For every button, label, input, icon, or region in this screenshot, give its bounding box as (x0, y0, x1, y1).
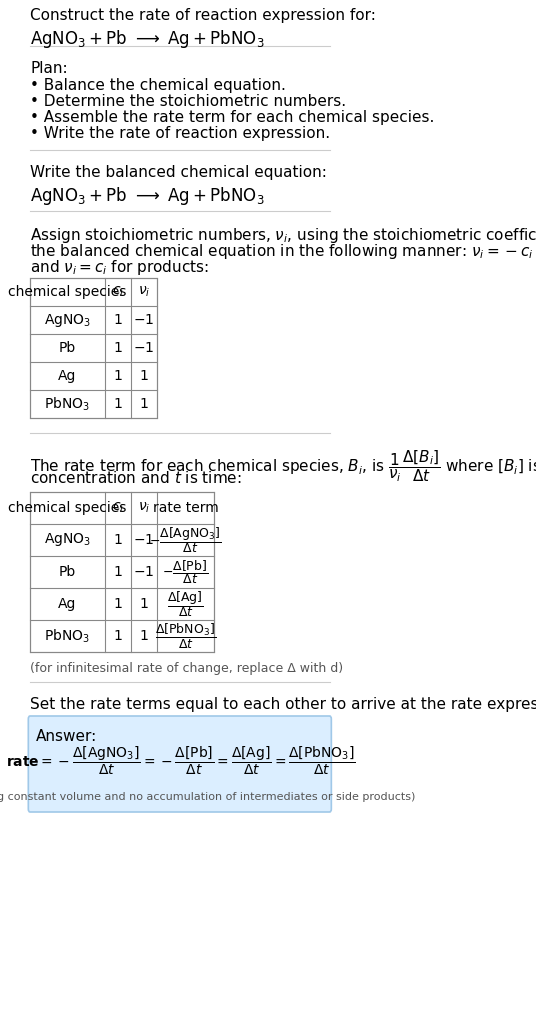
Text: 1: 1 (114, 313, 122, 327)
Text: $-1$: $-1$ (133, 313, 154, 327)
Text: (for infinitesimal rate of change, replace Δ with d): (for infinitesimal rate of change, repla… (30, 662, 343, 675)
Text: chemical species: chemical species (8, 501, 126, 515)
Text: 1: 1 (114, 397, 122, 411)
Text: $c_i$: $c_i$ (111, 285, 124, 299)
Bar (30, 492, 214, 652)
Text: $\mathbf{rate} = -\dfrac{\Delta[\mathrm{AgNO_3}]}{\Delta t} = -\dfrac{\Delta[\ma: $\mathbf{rate} = -\dfrac{\Delta[\mathrm{… (6, 745, 356, 777)
Text: $c_i$: $c_i$ (111, 501, 124, 515)
Text: $\nu_i$: $\nu_i$ (138, 501, 150, 515)
Text: the balanced chemical equation in the following manner: $\nu_i = -c_i$ for react: the balanced chemical equation in the fo… (30, 242, 536, 261)
Text: $-\dfrac{\Delta[\mathrm{Pb}]}{\Delta t}$: $-\dfrac{\Delta[\mathrm{Pb}]}{\Delta t}$ (162, 558, 209, 586)
Text: 1: 1 (139, 597, 148, 611)
Text: Write the balanced chemical equation:: Write the balanced chemical equation: (30, 165, 327, 180)
Text: Ag: Ag (58, 597, 77, 611)
Text: Ag: Ag (58, 369, 77, 383)
Text: concentration and $t$ is time:: concentration and $t$ is time: (30, 470, 242, 486)
Text: $\mathrm{AgNO_3}$: $\mathrm{AgNO_3}$ (44, 531, 91, 549)
Text: $\nu_i$: $\nu_i$ (138, 285, 150, 299)
Text: 1: 1 (114, 565, 122, 579)
Text: and $\nu_i = c_i$ for products:: and $\nu_i = c_i$ for products: (30, 258, 209, 277)
Text: $-1$: $-1$ (133, 341, 154, 355)
Text: $-1$: $-1$ (133, 565, 154, 579)
FancyBboxPatch shape (28, 716, 331, 812)
Text: $\mathrm{PbNO_3}$: $\mathrm{PbNO_3}$ (44, 395, 91, 412)
Text: 1: 1 (114, 629, 122, 643)
Text: $\mathrm{AgNO_3 + Pb\ {\longrightarrow}\ Ag + PbNO_3}$: $\mathrm{AgNO_3 + Pb\ {\longrightarrow}\… (30, 185, 265, 207)
Bar (30, 278, 157, 418)
Text: $\mathrm{PbNO_3}$: $\mathrm{PbNO_3}$ (44, 627, 91, 644)
Text: The rate term for each chemical species, $B_i$, is $\dfrac{1}{\nu_i}\dfrac{\Delt: The rate term for each chemical species,… (30, 448, 536, 484)
Text: $\mathrm{AgNO_3}$: $\mathrm{AgNO_3}$ (44, 312, 91, 329)
Text: • Determine the stoichiometric numbers.: • Determine the stoichiometric numbers. (30, 94, 346, 109)
Text: $-1$: $-1$ (133, 533, 154, 547)
Text: 1: 1 (114, 533, 122, 547)
Text: $-\dfrac{\Delta[\mathrm{AgNO_3}]}{\Delta t}$: $-\dfrac{\Delta[\mathrm{AgNO_3}]}{\Delta… (150, 525, 222, 555)
Text: 1: 1 (114, 341, 122, 355)
Text: $\mathrm{AgNO_3 + Pb\ {\longrightarrow}\ Ag + PbNO_3}$: $\mathrm{AgNO_3 + Pb\ {\longrightarrow}\… (30, 29, 265, 50)
Text: 1: 1 (139, 397, 148, 411)
Text: • Write the rate of reaction expression.: • Write the rate of reaction expression. (30, 126, 330, 142)
Text: Set the rate terms equal to each other to arrive at the rate expression:: Set the rate terms equal to each other t… (30, 697, 536, 712)
Text: Plan:: Plan: (30, 61, 68, 76)
Text: $\dfrac{\Delta[\mathrm{PbNO_3}]}{\Delta t}$: $\dfrac{\Delta[\mathrm{PbNO_3}]}{\Delta … (155, 622, 216, 651)
Text: rate term: rate term (153, 501, 219, 515)
Text: chemical species: chemical species (8, 285, 126, 299)
Text: 1: 1 (139, 629, 148, 643)
Text: 1: 1 (139, 369, 148, 383)
Text: • Assemble the rate term for each chemical species.: • Assemble the rate term for each chemic… (30, 110, 434, 125)
Text: • Balance the chemical equation.: • Balance the chemical equation. (30, 78, 286, 93)
Text: Assign stoichiometric numbers, $\nu_i$, using the stoichiometric coefficients, $: Assign stoichiometric numbers, $\nu_i$, … (30, 226, 536, 245)
Text: Construct the rate of reaction expression for:: Construct the rate of reaction expressio… (30, 8, 376, 23)
Text: (assuming constant volume and no accumulation of intermediates or side products): (assuming constant volume and no accumul… (0, 792, 415, 802)
Text: 1: 1 (114, 369, 122, 383)
Text: Pb: Pb (59, 565, 76, 579)
Text: Answer:: Answer: (36, 729, 97, 744)
Text: 1: 1 (114, 597, 122, 611)
Text: $\dfrac{\Delta[\mathrm{Ag}]}{\Delta t}$: $\dfrac{\Delta[\mathrm{Ag}]}{\Delta t}$ (167, 589, 204, 619)
Text: Pb: Pb (59, 341, 76, 355)
